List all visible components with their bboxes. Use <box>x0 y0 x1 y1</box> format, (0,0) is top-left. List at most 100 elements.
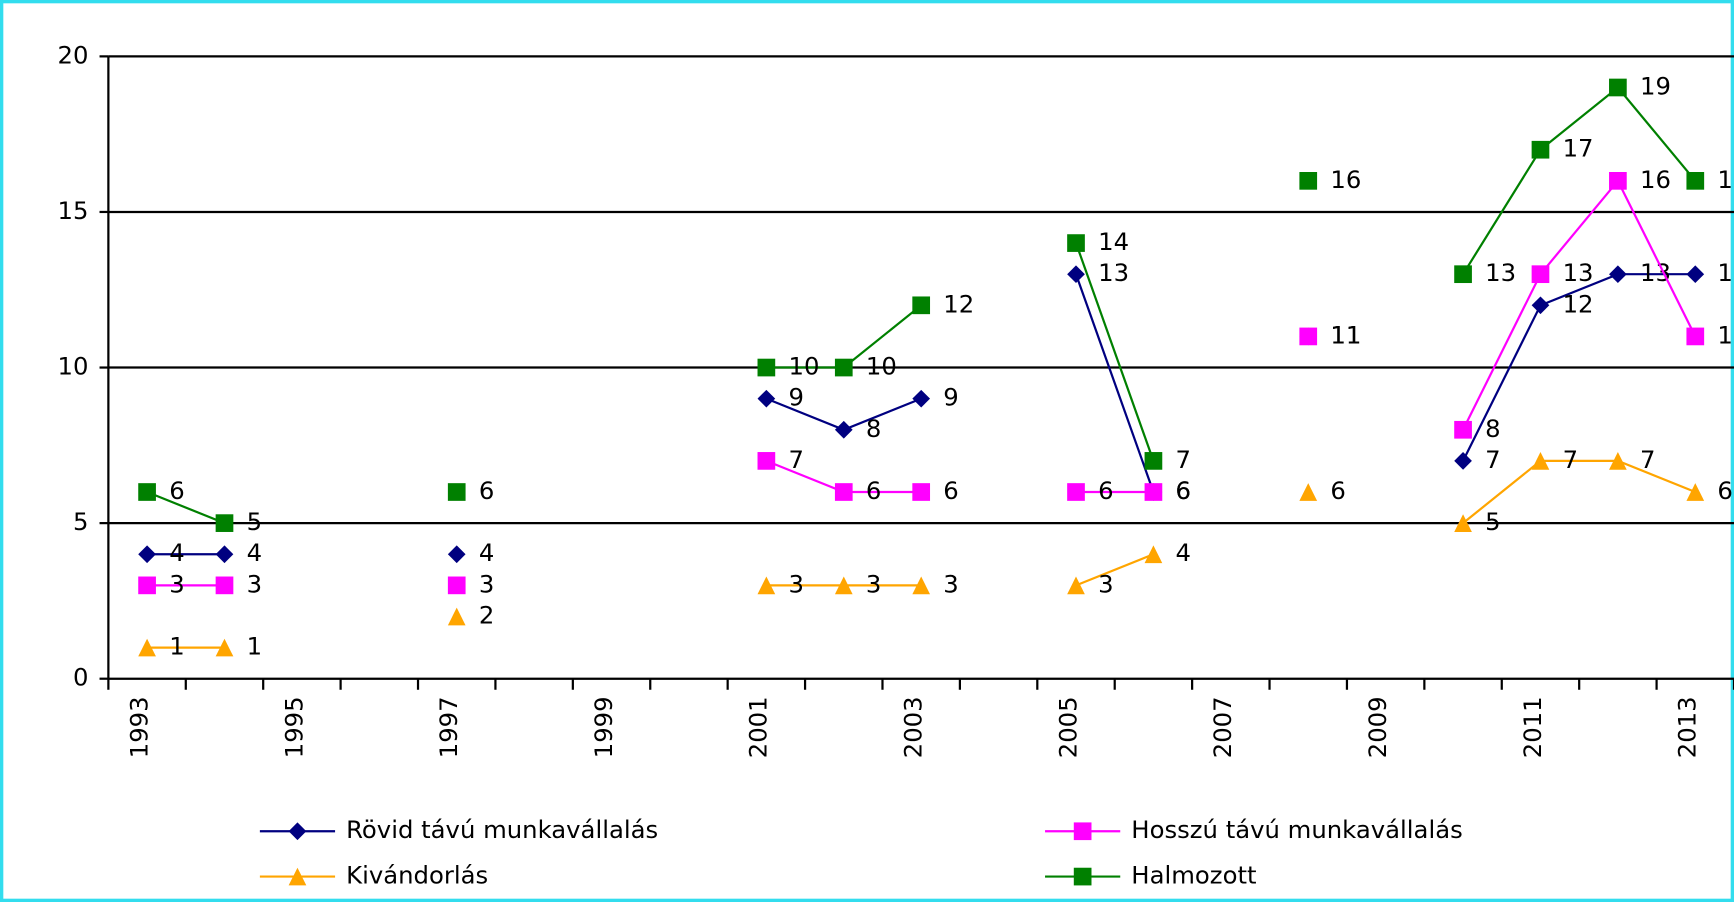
data-point <box>447 576 466 595</box>
data-label: 6 <box>943 476 958 505</box>
data-point <box>138 545 156 564</box>
series-line <box>146 490 225 525</box>
data-label: 5 <box>247 507 262 536</box>
data-point <box>757 358 776 377</box>
data-label: 7 <box>1176 445 1191 474</box>
data-point <box>1144 452 1163 470</box>
data-label: 9 <box>788 383 803 412</box>
data-point <box>215 576 234 595</box>
data-point <box>1067 265 1085 284</box>
legend-label: Hosszú távú munkavállalás <box>1131 815 1462 844</box>
x-tick-label: 2001 <box>744 696 773 758</box>
y-tick-label: 10 <box>58 352 89 381</box>
data-point <box>215 638 234 657</box>
data-label: 6 <box>866 476 881 505</box>
data-label: 8 <box>1485 414 1500 443</box>
data-label: 13 <box>1717 258 1734 287</box>
data-label: 3 <box>788 569 803 598</box>
data-label: 12 <box>943 289 974 318</box>
data-label: 16 <box>1640 165 1671 194</box>
y-tick-label: 15 <box>58 196 89 225</box>
data-label: 10 <box>788 352 819 381</box>
data-point <box>1686 171 1705 190</box>
x-tick-label: 2005 <box>1053 696 1082 758</box>
data-label: 5 <box>1485 507 1500 536</box>
data-label: 3 <box>1098 569 1113 598</box>
data-point <box>1454 514 1472 532</box>
data-point <box>1067 234 1085 252</box>
data-point <box>1299 171 1318 190</box>
data-point <box>215 545 234 564</box>
data-label: 4 <box>247 538 262 567</box>
data-point <box>1144 545 1163 564</box>
data-point <box>1454 420 1472 439</box>
data-label: 6 <box>1717 476 1732 505</box>
data-label: 3 <box>479 569 494 598</box>
x-tick-label: 2009 <box>1363 696 1392 758</box>
data-point <box>447 545 466 564</box>
data-point <box>1454 452 1472 470</box>
data-label: 3 <box>866 569 881 598</box>
data-point <box>1609 78 1627 97</box>
data-label: 6 <box>1330 476 1345 505</box>
y-tick-label: 5 <box>73 507 88 536</box>
data-point <box>1067 576 1085 595</box>
data-label: 3 <box>247 569 262 598</box>
data-point <box>215 514 234 532</box>
data-point <box>1609 452 1627 470</box>
x-tick-label: 2013 <box>1673 696 1702 758</box>
y-tick-label: 0 <box>73 663 88 692</box>
x-tick-label: 1999 <box>589 696 618 758</box>
data-point <box>1686 327 1705 346</box>
data-point <box>1531 296 1550 315</box>
data-point <box>912 296 931 315</box>
data-point <box>1531 265 1550 284</box>
data-point <box>447 483 466 501</box>
data-label: 7 <box>1485 445 1500 474</box>
series-line <box>1074 242 1155 462</box>
data-point <box>912 389 931 408</box>
data-label: 7 <box>788 445 803 474</box>
data-point <box>138 483 156 501</box>
data-label: 4 <box>479 538 494 567</box>
series-line <box>1462 85 1697 275</box>
data-point <box>1299 327 1318 346</box>
y-tick-label: 20 <box>58 40 89 69</box>
data-point <box>447 607 466 626</box>
x-tick-label: 1997 <box>434 696 463 758</box>
data-label: 7 <box>1563 445 1578 474</box>
data-point <box>1609 265 1627 284</box>
data-label: 1 <box>247 632 262 661</box>
data-label: 6 <box>1176 476 1191 505</box>
legend-label: Kivándorlás <box>346 861 488 890</box>
data-label: 19 <box>1640 71 1671 100</box>
data-label: 13 <box>1563 258 1594 287</box>
data-label: 6 <box>479 476 494 505</box>
data-label: 11 <box>1717 320 1734 349</box>
data-label: 17 <box>1563 134 1594 163</box>
series-line <box>1074 273 1155 493</box>
data-label: 11 <box>1330 320 1361 349</box>
data-point <box>1144 483 1163 501</box>
legend-marker <box>288 867 307 886</box>
data-label: 11 <box>1330 320 1361 349</box>
data-point <box>757 452 776 470</box>
data-point <box>1454 265 1472 284</box>
legend-label: Rövid távú munkavállalás <box>346 815 658 844</box>
data-point <box>1299 483 1318 501</box>
data-label: 16 <box>1717 165 1734 194</box>
data-label: 13 <box>1485 258 1516 287</box>
data-label: 7 <box>1640 445 1655 474</box>
data-label: 13 <box>1098 258 1129 287</box>
data-label: 3 <box>169 569 184 598</box>
data-point <box>1067 483 1085 501</box>
data-point <box>138 576 156 595</box>
data-point <box>138 638 156 657</box>
data-point <box>834 576 853 595</box>
data-label: 14 <box>1098 227 1129 256</box>
series-line <box>1075 553 1154 587</box>
data-label: 4 <box>169 538 184 567</box>
data-label: 6 <box>1176 476 1191 505</box>
